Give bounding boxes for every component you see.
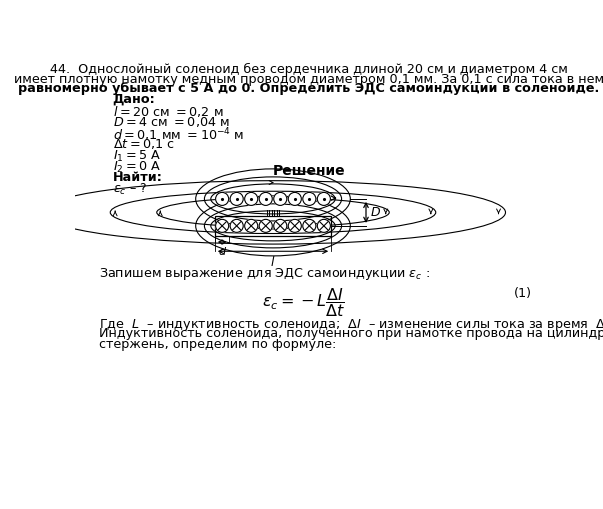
Text: $\varepsilon_c = -L\dfrac{\Delta I}{\Delta t}$: $\varepsilon_c = -L\dfrac{\Delta I}{\Del… (262, 286, 346, 319)
Circle shape (274, 219, 287, 232)
Text: $I_1 = 5$ А: $I_1 = 5$ А (113, 149, 161, 163)
Text: $D$: $D$ (370, 206, 381, 219)
Text: $I_2 = 0$ А: $I_2 = 0$ А (113, 160, 161, 175)
Text: Дано:: Дано: (113, 93, 156, 106)
Circle shape (216, 192, 229, 206)
Circle shape (259, 192, 273, 206)
Circle shape (288, 219, 302, 232)
Text: $l = 20$ см $= 0{,}2$ м: $l = 20$ см $= 0{,}2$ м (113, 104, 223, 119)
Circle shape (230, 192, 243, 206)
Circle shape (303, 219, 316, 232)
Circle shape (216, 219, 229, 232)
Text: Решение: Решение (273, 164, 345, 178)
Circle shape (230, 219, 243, 232)
Text: $\Delta t = 0{,}1$ с: $\Delta t = 0{,}1$ с (113, 137, 174, 151)
Text: $d$: $d$ (218, 245, 227, 257)
Circle shape (245, 192, 257, 206)
Circle shape (245, 219, 257, 232)
Circle shape (317, 219, 330, 232)
Text: 44.  Однослойный соленоид без сердечника длиной 20 см и диаметром 4 см: 44. Однослойный соленоид без сердечника … (49, 64, 567, 76)
Circle shape (288, 192, 302, 206)
Text: Найти:: Найти: (113, 171, 162, 184)
Text: $l$: $l$ (270, 255, 276, 269)
Text: стержень, определим по формуле:: стержень, определим по формуле: (99, 338, 336, 351)
Text: Индуктивность соленоида, полученного при намотке провода на цилиндрический: Индуктивность соленоида, полученного при… (99, 327, 603, 341)
Circle shape (274, 192, 287, 206)
Text: $D = 4$ см $= 0{,}04$ м: $D = 4$ см $= 0{,}04$ м (113, 115, 229, 129)
Circle shape (317, 192, 330, 206)
Circle shape (303, 192, 316, 206)
Text: $\varepsilon_c$ – ?: $\varepsilon_c$ – ? (113, 182, 147, 197)
Text: равномерно убывает с 5 А до 0. Определить ЭДС самоиндукции в соленоиде.: равномерно убывает с 5 А до 0. Определит… (18, 82, 599, 95)
Text: (1): (1) (514, 288, 532, 300)
Text: $d = 0{,}1$ мм $= 10^{-4}$ м: $d = 0{,}1$ мм $= 10^{-4}$ м (113, 126, 244, 144)
Text: Где  $L$  – индуктивность соленоида;  $\Delta I$  – изменение силы тока за время: Где $L$ – индуктивность соленоида; $\Del… (99, 317, 603, 333)
Circle shape (259, 219, 273, 232)
Text: Запишем выражение для ЭДС самоиндукции $\varepsilon_c$ :: Запишем выражение для ЭДС самоиндукции $… (99, 266, 429, 282)
Text: имеет плотную намотку медным проводом диаметром 0,1 мм. За 0,1 с сила тока в нем: имеет плотную намотку медным проводом ди… (14, 73, 603, 86)
